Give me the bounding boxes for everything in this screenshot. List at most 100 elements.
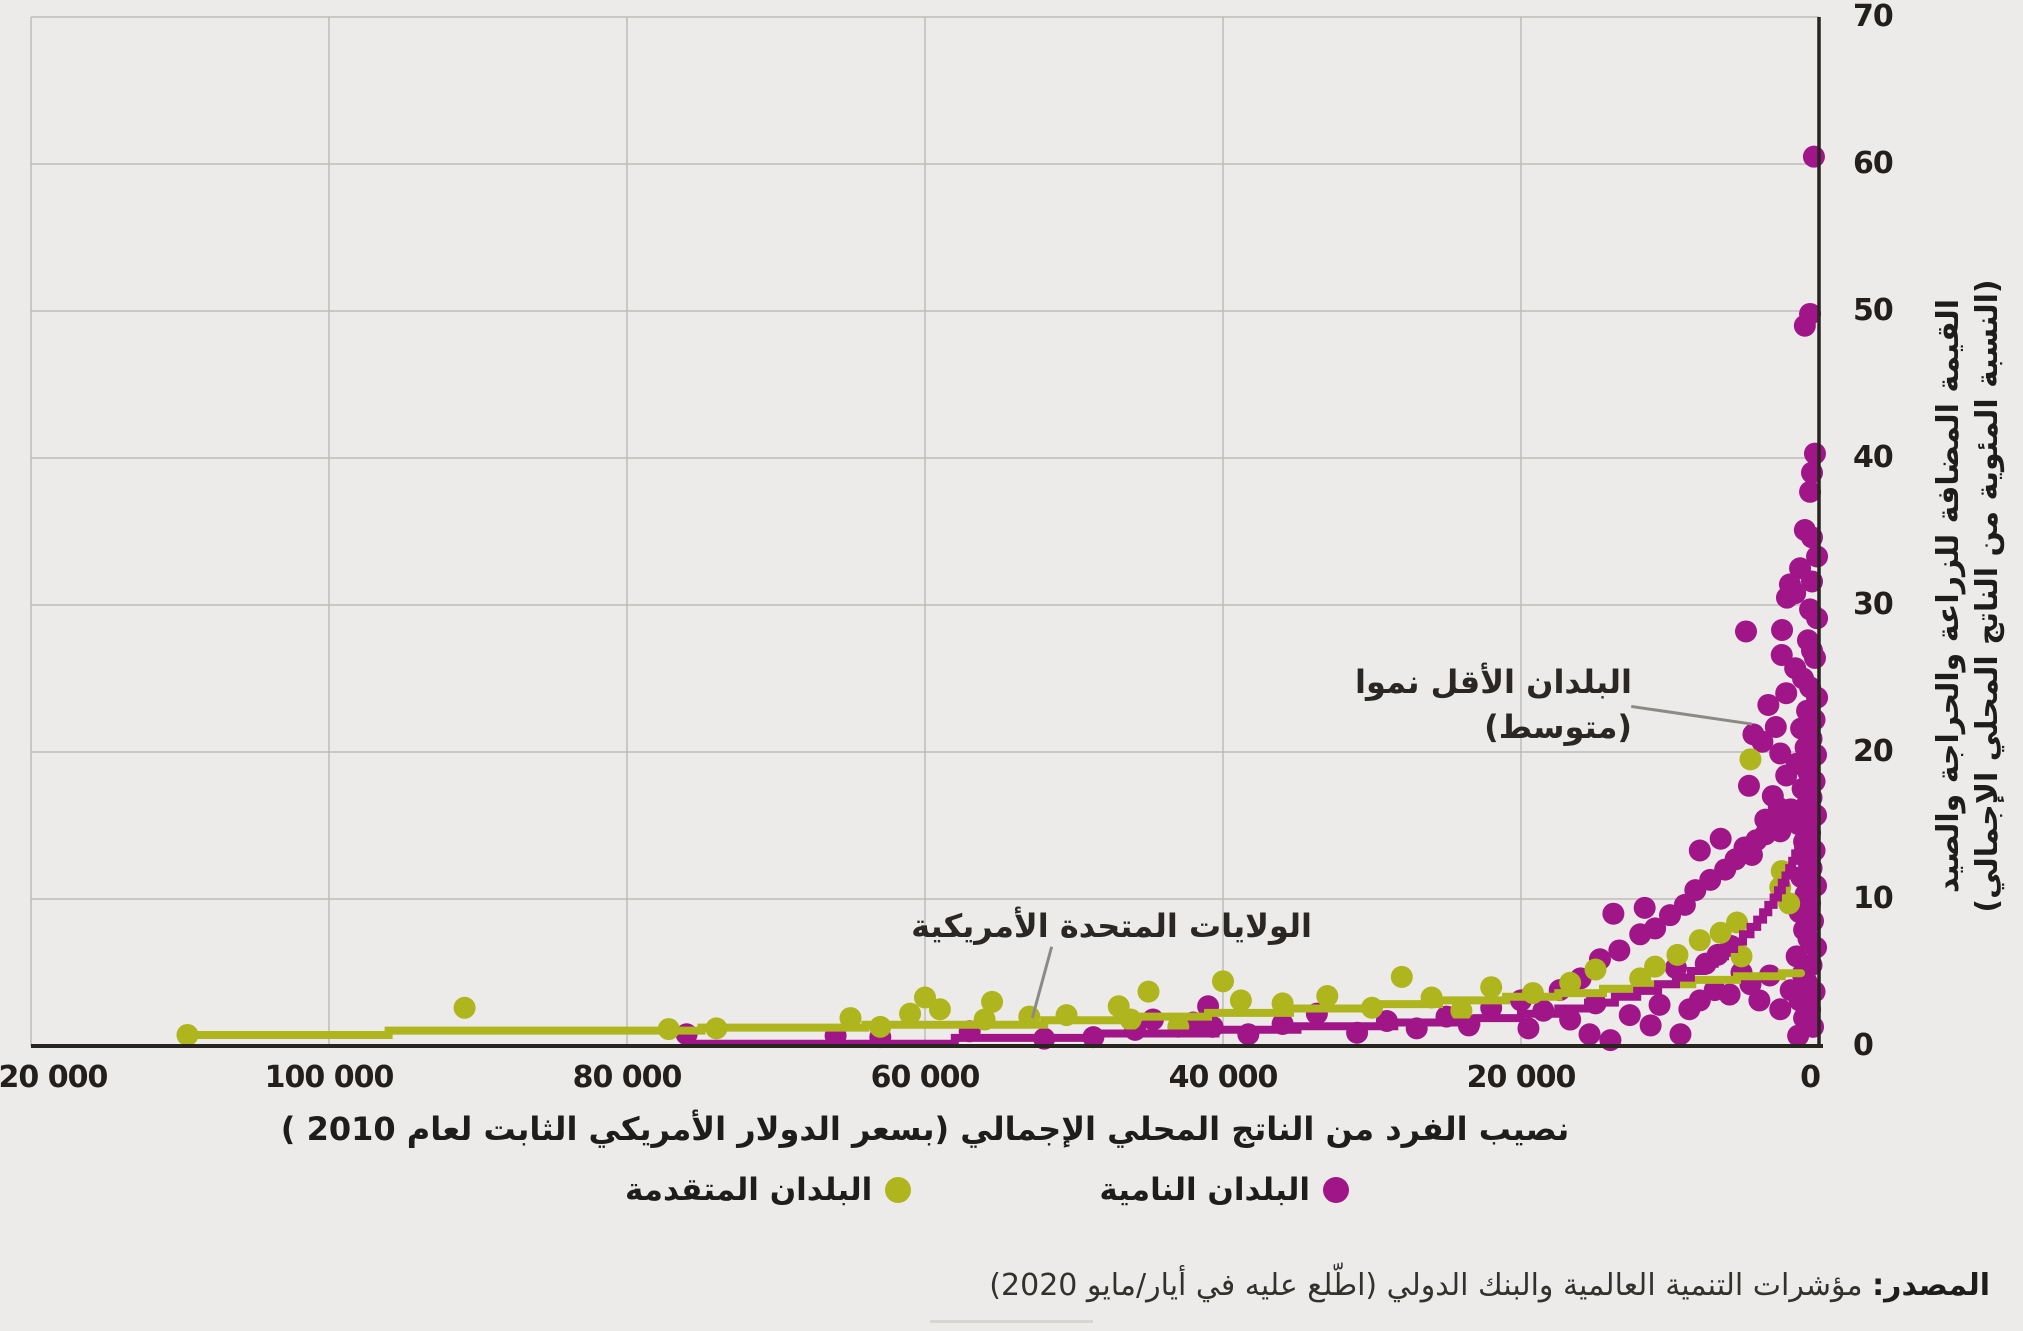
scatter-point-developing <box>1775 682 1798 705</box>
scatter-point-developing <box>1802 910 1825 933</box>
legend-label-developed: البلدان المتقدمة <box>625 1172 873 1208</box>
scatter-point-developed <box>1778 892 1801 915</box>
scatter-point-developed <box>1480 976 1503 999</box>
scatter-point-developing <box>1457 1014 1480 1037</box>
x-tick-label: 80 000 <box>572 1060 683 1095</box>
scatter-point-developing <box>1237 1023 1260 1046</box>
scatter-point-developed <box>1229 989 1252 1012</box>
scatter-point-developed <box>914 986 936 1009</box>
scatter-point-developing <box>1805 874 1828 897</box>
scatter-point-developing <box>1714 858 1737 881</box>
scatter-point-developing <box>1703 979 1726 1002</box>
scatter-point-developing <box>1792 667 1815 690</box>
scatter-point-developing <box>1805 743 1828 766</box>
y-axis-title-line1: القيمة المضافة للزراعة والحراجة والصيد <box>1931 298 1966 894</box>
annotation-least-developed-line2: (متوسط) <box>1484 708 1632 746</box>
scatter-point-developing <box>1124 1018 1147 1041</box>
scatter-point-developing <box>1584 992 1607 1015</box>
scatter-point-developing <box>824 1024 847 1047</box>
legend-label-developing: البلدان النامية <box>1099 1172 1310 1208</box>
scatter-point-developed <box>899 1002 922 1025</box>
scatter-point-developed <box>1055 1004 1078 1027</box>
scatter-point-developing <box>1785 752 1808 775</box>
scatter-point-developing <box>1197 995 1220 1018</box>
scatter-point-developed <box>1271 992 1294 1015</box>
scatter-point-developing <box>1785 945 1808 968</box>
scatter-point-developing <box>1405 1017 1428 1040</box>
scatter-point-developing <box>1033 1027 1056 1050</box>
scatter-point-developing <box>1699 868 1722 891</box>
scatter-point-developing <box>1742 723 1765 746</box>
scatter-point-developing <box>675 1023 698 1046</box>
scatter-point-developing <box>1796 848 1819 871</box>
scatter-point-developing <box>1730 961 1753 984</box>
scatter-point-developing <box>1618 1004 1641 1027</box>
annotation-least-developed-line1: البلدان الأقل نموا <box>1355 663 1632 701</box>
scatter-point-developing <box>1797 927 1820 950</box>
scatter-point-developing <box>1757 693 1780 716</box>
scatter-point-developed <box>1739 748 1762 771</box>
average-line-developed-average <box>183 969 1806 1039</box>
developing-marker-icon <box>1323 1177 1349 1203</box>
scatter-point-developed <box>705 1017 728 1040</box>
scatter-point-developing <box>1709 827 1732 850</box>
scatter-point-developing <box>1664 957 1687 980</box>
scatter-point-developing <box>1797 761 1820 784</box>
scatter-point-developing <box>1718 983 1741 1006</box>
scatter-point-developing <box>1800 857 1823 880</box>
source-note: المصدر: مؤشرات التنمية العالمية والبنك ا… <box>989 1268 1990 1303</box>
legend-item-developing[interactable]: البلدان النامية <box>1099 1172 1349 1208</box>
scatter-point-developing <box>1684 879 1707 902</box>
scatter-point-developing <box>1517 1017 1540 1040</box>
scatter-point-developing <box>1796 971 1819 994</box>
scatter-point-developed <box>1666 943 1689 966</box>
annotation-united-states: الولايات المتحدة الأمريكية <box>911 907 1312 945</box>
legend: البلدان النامية البلدان المتقدمة <box>625 1172 1349 1208</box>
scatter-point-developing <box>1659 904 1681 927</box>
scatter-point-developing <box>1082 1026 1105 1049</box>
scatter-point-developing <box>1779 979 1802 1002</box>
scatter-point-developed <box>928 998 951 1021</box>
scatter-point-developing <box>1754 808 1777 831</box>
legend-item-developed[interactable]: البلدان المتقدمة <box>625 1172 912 1208</box>
scatter-point-developing <box>1784 657 1807 680</box>
scatter-point-developing <box>1633 896 1656 919</box>
scatter-point-developing <box>1720 935 1743 958</box>
scatter-point-developing <box>1346 1021 1369 1044</box>
scatter-point-developing <box>1740 843 1763 866</box>
scatter-point-developed <box>1137 980 1160 1003</box>
scatter-point-developing <box>1794 883 1817 906</box>
x-tick-label: 60 000 <box>870 1060 981 1095</box>
scatter-point-developed <box>1629 967 1652 990</box>
scatter-point-developing <box>1758 964 1781 987</box>
scatter-point-developing <box>1724 848 1747 871</box>
scatter-point-developing <box>1644 917 1667 940</box>
scatter-point-developing <box>1800 786 1823 809</box>
scatter-point-developing <box>1748 989 1771 1012</box>
y-tick-label: 70 <box>1853 0 1894 34</box>
scatter-point-developing <box>1588 948 1611 971</box>
scatter-point-developing <box>1739 973 1762 996</box>
scatter-point-developing <box>1803 442 1826 465</box>
scatter-point-developing <box>1678 998 1701 1021</box>
scatter-point-developing <box>1806 686 1829 709</box>
scatter-point-developing <box>1806 545 1829 568</box>
scatter-point-developed <box>973 1008 996 1031</box>
scatter-point-developed <box>981 990 1004 1013</box>
scatter-point-developing <box>1789 557 1812 580</box>
scatter-point-developing <box>1532 999 1555 1022</box>
x-tick-label: 40 000 <box>1168 1060 1279 1095</box>
scatter-point-developing <box>1799 892 1822 915</box>
scatter-point-developing <box>1569 967 1592 990</box>
scatter-point-developing <box>1799 998 1822 1021</box>
scatter-point-developing <box>1629 923 1652 946</box>
scatter-point-developed <box>1107 995 1130 1018</box>
scatter-point-developing <box>1510 989 1532 1012</box>
scatter-point-developing <box>1733 836 1756 859</box>
x-axis-title: نصيب الفرد من الناتج المحلي الإجمالي (بس… <box>280 1110 1570 1148</box>
scatter-point-developed <box>869 1015 892 1038</box>
scatter-point-developing <box>1375 1010 1398 1033</box>
scatter-point-developing <box>1773 805 1796 828</box>
scatter-point-developing <box>1769 998 1792 1021</box>
scatter-point-developing <box>1775 764 1798 787</box>
